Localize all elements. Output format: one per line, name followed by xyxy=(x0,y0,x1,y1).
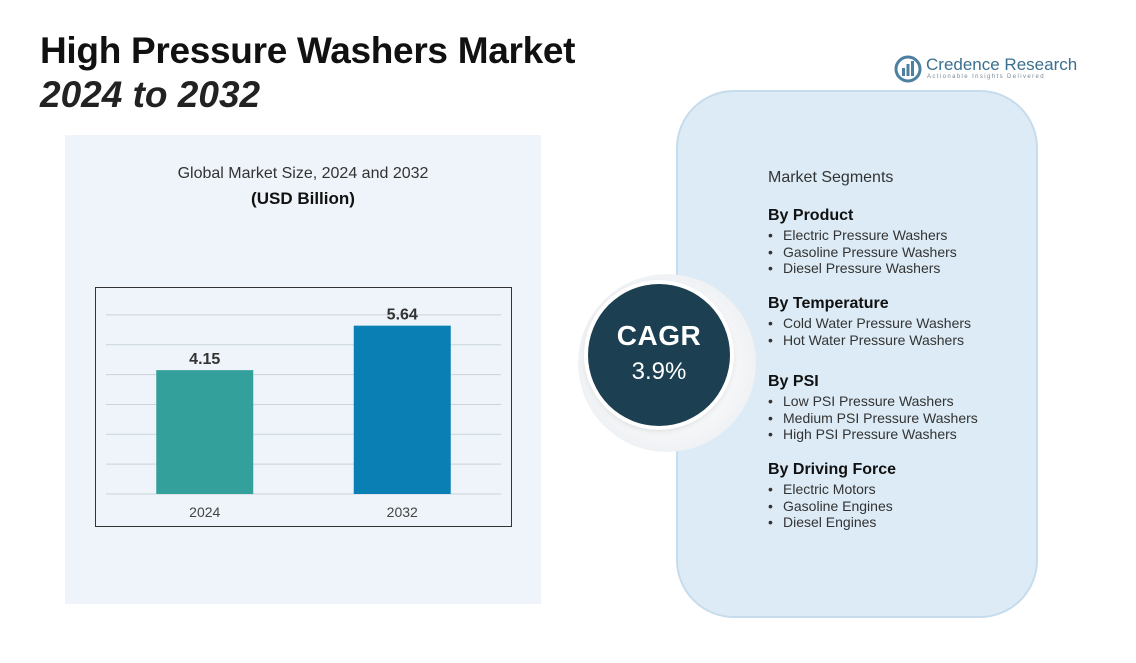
segment-title: By Temperature xyxy=(768,295,889,312)
credence-logo-icon xyxy=(894,55,922,83)
segment-item: Hot Water Pressure Washers xyxy=(768,332,971,349)
segment-item: Gasoline Engines xyxy=(768,498,896,515)
segment-list: Low PSI Pressure Washers Medium PSI Pres… xyxy=(768,393,978,443)
segment-group-product: By Product Electric Pressure Washers Gas… xyxy=(768,207,957,277)
segment-item: Electric Motors xyxy=(768,481,896,498)
page-subtitle: 2024 to 2032 xyxy=(40,74,261,115)
bar-2024 xyxy=(156,370,254,494)
segment-list: Electric Motors Gasoline Engines Diesel … xyxy=(768,481,896,531)
data-label-2024: 4.15 xyxy=(189,351,220,368)
segment-item: Gasoline Pressure Washers xyxy=(768,244,957,261)
x-tick-label-2024: 2024 xyxy=(189,504,220,520)
cagr-value: 3.9% xyxy=(631,358,687,385)
data-label-2032: 5.64 xyxy=(387,307,418,324)
segment-list: Cold Water Pressure Washers Hot Water Pr… xyxy=(768,315,971,348)
bar-2032 xyxy=(353,325,451,494)
page-title: High Pressure Washers Market xyxy=(40,30,576,71)
segment-group-temperature: By Temperature Cold Water Pressure Washe… xyxy=(768,295,971,348)
segment-title: By Product xyxy=(768,207,854,224)
cagr-label: CAGR xyxy=(616,320,702,351)
segment-item: High PSI Pressure Washers xyxy=(768,426,978,443)
segment-group-driving-force: By Driving Force Electric Motors Gasolin… xyxy=(768,461,896,531)
segment-group-psi: By PSI Low PSI Pressure Washers Medium P… xyxy=(768,373,978,443)
brand-name: Credence Research xyxy=(926,55,1078,74)
segments-heading: Market Segments xyxy=(768,169,894,186)
brand-logo[interactable]: Credence Research Actionable Insights De… xyxy=(894,54,1084,88)
segment-title: By Driving Force xyxy=(768,461,897,478)
market-size-chart-panel: Global Market Size, 2024 and 2032 (USD B… xyxy=(65,135,541,604)
segment-item: Electric Pressure Washers xyxy=(768,227,957,244)
segment-list: Electric Pressure Washers Gasoline Press… xyxy=(768,227,957,277)
segment-item: Diesel Pressure Washers xyxy=(768,260,957,277)
chart-title: Global Market Size, 2024 and 2032 xyxy=(177,165,429,182)
segment-item: Low PSI Pressure Washers xyxy=(768,393,978,410)
brand-tagline: Actionable Insights Delivered xyxy=(927,74,1045,80)
x-tick-label-2032: 2032 xyxy=(387,504,418,520)
chart-plot-area: 4.15 2024 5.64 2032 xyxy=(95,287,512,527)
segment-title: By PSI xyxy=(768,373,819,390)
cagr-disc: CAGR 3.9% xyxy=(588,284,730,426)
chart-unit: (USD Billion) xyxy=(251,189,355,208)
cagr-badge: CAGR 3.9% xyxy=(578,268,756,458)
segment-item: Medium PSI Pressure Washers xyxy=(768,410,978,427)
segment-item: Cold Water Pressure Washers xyxy=(768,315,971,332)
bar-chart: 4.15 2024 5.64 2032 xyxy=(106,307,501,520)
segment-item: Diesel Engines xyxy=(768,514,896,531)
